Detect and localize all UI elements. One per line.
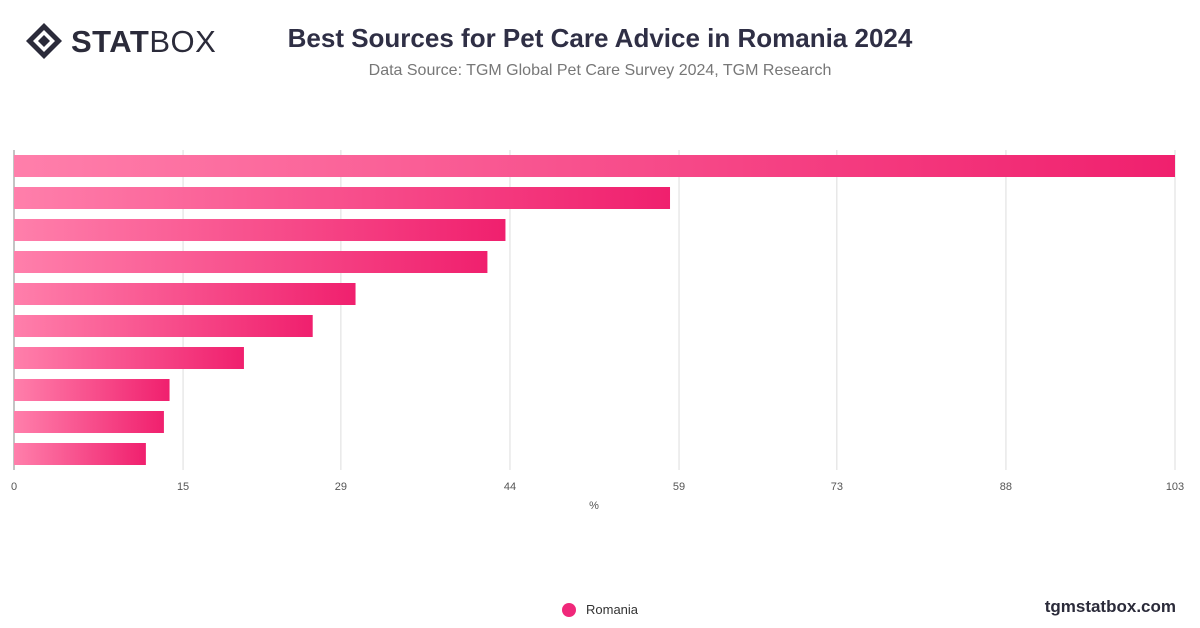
x-tick-label: 0: [11, 481, 17, 493]
bar[interactable]: [14, 315, 313, 337]
x-axis-label: %: [589, 500, 599, 512]
bar[interactable]: [14, 155, 1175, 177]
logo-light-text: BOX: [149, 23, 217, 59]
x-tick-label: 15: [177, 481, 189, 493]
x-tick-label: 29: [335, 481, 347, 493]
x-tick-label: 44: [504, 481, 516, 493]
x-tick-label: 59: [673, 481, 685, 493]
bar[interactable]: [14, 443, 146, 465]
logo-bold-text: STAT: [71, 23, 150, 59]
x-tick-label: 88: [1000, 481, 1012, 493]
logo-wordmark: STATBOX: [71, 26, 216, 57]
diamond-logo-icon: [26, 23, 62, 59]
x-axis-ticks: 0 15 29 44 59 73 88 103: [11, 481, 1184, 493]
statbox-logo: STATBOX: [25, 22, 216, 60]
legend-label-romania: Romania: [586, 602, 639, 617]
chart-title: Best Sources for Pet Care Advice in Roma…: [287, 23, 913, 53]
bar[interactable]: [14, 283, 356, 305]
bar[interactable]: [14, 187, 671, 209]
bars: [14, 155, 1175, 465]
bar[interactable]: [14, 411, 164, 433]
bar[interactable]: [14, 347, 244, 369]
bar[interactable]: [14, 379, 170, 401]
bar-chart: 0 15 29 44 59 73 88 103 %: [11, 150, 1184, 512]
x-tick-label: 103: [1166, 481, 1184, 493]
bar[interactable]: [14, 251, 488, 273]
site-url: tgmstatbox.com: [1044, 597, 1176, 616]
legend-swatch-romania: [562, 602, 576, 617]
chart-subtitle: Data Source: TGM Global Pet Care Survey …: [368, 62, 832, 79]
legend[interactable]: Romania: [562, 602, 638, 617]
bar[interactable]: [14, 219, 506, 241]
x-tick-label: 73: [831, 481, 843, 493]
